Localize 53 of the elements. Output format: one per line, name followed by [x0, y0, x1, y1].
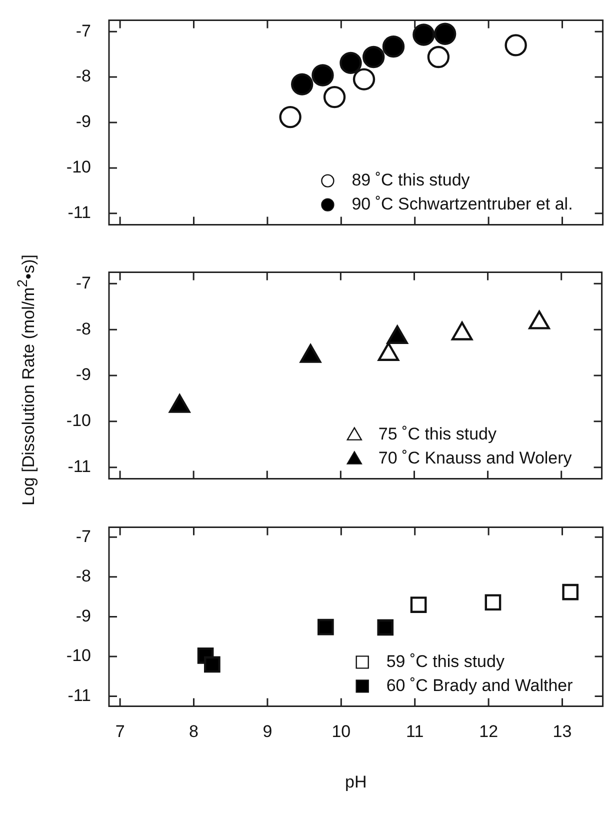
point: [562, 584, 579, 600]
legend-label: 75 ˚C this study: [378, 424, 498, 444]
y-tick-label: -9: [76, 606, 91, 626]
x-tick-label: 13: [552, 722, 572, 742]
point: [323, 86, 346, 108]
y-tick-label: -8: [76, 319, 91, 338]
x-tick-label: 12: [479, 722, 498, 742]
y-tick-label: -9: [76, 365, 91, 384]
y-tick-label: -8: [76, 66, 91, 86]
legend-label: 70 ˚C Knauss and Wolery: [378, 448, 572, 468]
legend-label: 59 ˚C this study: [386, 652, 505, 671]
y-tick-label: -7: [76, 526, 91, 546]
y-tick-label: -11: [68, 203, 91, 222]
y-tick-label: -10: [66, 646, 91, 666]
y-tick-label: -10: [66, 158, 91, 177]
point: [352, 68, 376, 90]
y-tick-label: -9: [76, 112, 91, 132]
point: [362, 46, 385, 68]
legend-label: 60 ˚C Brady and Walther: [386, 676, 574, 695]
point: [484, 594, 502, 611]
point: [386, 325, 408, 344]
y-tick-label: -8: [76, 566, 91, 586]
point: [377, 619, 394, 636]
point: [434, 22, 456, 45]
point: [318, 618, 334, 636]
point: [312, 64, 334, 86]
point: [412, 24, 435, 46]
point: [427, 46, 450, 68]
point: [451, 322, 473, 340]
point: [340, 52, 362, 74]
point: [204, 656, 220, 673]
x-tick-label: 10: [332, 722, 351, 742]
point: [279, 106, 302, 128]
x-tick-label: 11: [406, 722, 424, 742]
point: [528, 310, 550, 330]
x-axis-title: pH: [345, 772, 367, 792]
x-tick-label: 7: [115, 722, 125, 742]
point: [168, 394, 190, 413]
point: [378, 342, 400, 361]
y-tick-label: -7: [76, 273, 91, 292]
legend-label: 90 ˚C Schwartzentruber et al.: [352, 194, 573, 214]
point: [504, 34, 527, 56]
point: [291, 73, 314, 96]
y-tick-label: -7: [76, 21, 91, 40]
x-tick-label: 9: [262, 722, 272, 742]
legend-label: 89 ˚C this study: [352, 170, 470, 190]
x-tick-label: 8: [189, 722, 198, 742]
point: [300, 344, 322, 363]
point: [410, 596, 427, 613]
y-tick-label: -11: [68, 686, 91, 705]
y-tick-label: -11: [68, 457, 91, 476]
point: [382, 35, 405, 58]
y-tick-label: -10: [66, 411, 91, 430]
